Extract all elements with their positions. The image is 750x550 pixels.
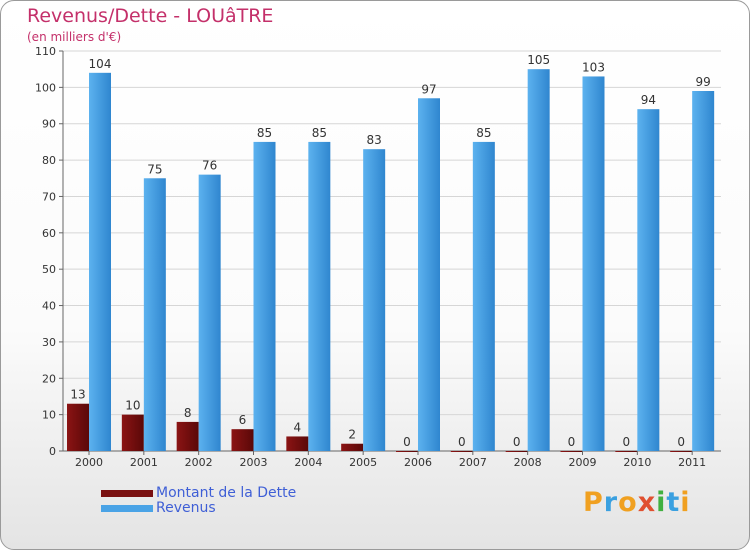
legend-label-dette: Montant de la Dette (156, 485, 297, 501)
x-tick-label: 2011 (678, 456, 706, 469)
x-tick-label: 2010 (623, 456, 651, 469)
y-tick-label: 90 (42, 118, 56, 131)
bar-revenus (637, 109, 660, 451)
x-tick-label: 2006 (404, 456, 432, 469)
bar-dette (231, 429, 254, 451)
data-label-revenus: 85 (476, 126, 491, 140)
data-label-dette: 2 (348, 428, 356, 442)
bar-revenus (363, 149, 386, 451)
data-label-revenus: 85 (312, 126, 327, 140)
y-tick-label: 20 (42, 372, 56, 385)
x-tick-label: 2002 (185, 456, 213, 469)
data-label-dette: 0 (677, 435, 685, 449)
y-tick-label: 110 (35, 45, 56, 58)
bar-dette (615, 451, 638, 452)
x-tick-label: 2009 (569, 456, 597, 469)
data-label-revenus: 94 (641, 93, 656, 107)
bar-dette (396, 451, 418, 452)
data-label-dette: 8 (184, 406, 192, 420)
data-label-dette: 0 (458, 435, 466, 449)
y-tick-label: 10 (42, 409, 56, 422)
y-tick-label: 60 (42, 227, 56, 240)
data-label-revenus: 85 (257, 126, 272, 140)
x-tick-label: 2001 (130, 456, 158, 469)
bar-revenus (253, 141, 276, 451)
bar-dette (670, 451, 693, 452)
bar-revenus (472, 141, 495, 451)
logo-letter: P (583, 487, 604, 518)
bar-revenus (89, 72, 111, 452)
bar-dette (176, 421, 199, 451)
data-label-revenus: 76 (202, 159, 217, 173)
legend-swatch-revenus (101, 505, 153, 512)
bar-dette (505, 451, 528, 452)
y-tick-label: 0 (49, 445, 56, 458)
bar-revenus (582, 76, 605, 452)
bar-dette (121, 414, 144, 451)
logo-letter: i (656, 487, 667, 518)
x-tick-label: 2004 (294, 456, 322, 469)
bar-revenus (692, 91, 715, 451)
legend-label-revenus: Revenus (156, 500, 216, 516)
bar-revenus (308, 141, 331, 451)
y-tick-label: 50 (42, 263, 56, 276)
bar-revenus (198, 174, 221, 452)
data-label-dette: 6 (239, 413, 247, 427)
y-tick-label: 40 (42, 300, 56, 313)
x-tick-label: 2007 (459, 456, 487, 469)
data-label-revenus: 97 (421, 82, 436, 96)
logo-letter: t (666, 487, 681, 518)
bar-dette (341, 443, 364, 451)
data-label-dette: 0 (403, 435, 411, 449)
x-tick-label: 2008 (514, 456, 542, 469)
chart-subtitle: (en milliers d'€) (27, 30, 122, 44)
legend-swatch-dette (101, 490, 153, 497)
data-label-dette: 0 (623, 435, 631, 449)
data-label-dette: 10 (125, 399, 140, 413)
bar-revenus (527, 69, 550, 451)
bar-revenus (418, 98, 440, 451)
x-tick-label: 2005 (349, 456, 377, 469)
logo-letter: o (618, 487, 638, 518)
data-label-dette: 0 (568, 435, 576, 449)
y-tick-label: 100 (35, 81, 56, 94)
data-label-dette: 0 (513, 435, 521, 449)
y-tick-label: 70 (42, 190, 56, 203)
bar-dette (450, 451, 473, 452)
x-tick-label: 2003 (240, 456, 268, 469)
bar-dette (67, 403, 89, 451)
data-label-revenus: 105 (527, 53, 550, 67)
chart-title: Revenus/Dette - LOUâTRE (27, 5, 274, 27)
data-label-revenus: 99 (696, 75, 711, 89)
data-label-dette: 4 (294, 420, 302, 434)
logo-letter: x (637, 487, 657, 518)
proxiti-logo: Proxiti (583, 487, 691, 518)
bar-dette (286, 436, 309, 451)
data-label-revenus: 103 (582, 60, 605, 74)
bar-dette (560, 451, 583, 452)
data-label-dette: 13 (70, 388, 85, 402)
x-tick-label: 2000 (75, 456, 103, 469)
data-label-revenus: 83 (367, 133, 382, 147)
bar-revenus (143, 178, 166, 452)
y-tick-label: 30 (42, 336, 56, 349)
logo-letter: r (603, 487, 619, 518)
data-label-revenus: 75 (147, 162, 162, 176)
y-tick-label: 80 (42, 154, 56, 167)
logo-letter: i (680, 487, 691, 518)
data-label-revenus: 104 (89, 57, 112, 71)
